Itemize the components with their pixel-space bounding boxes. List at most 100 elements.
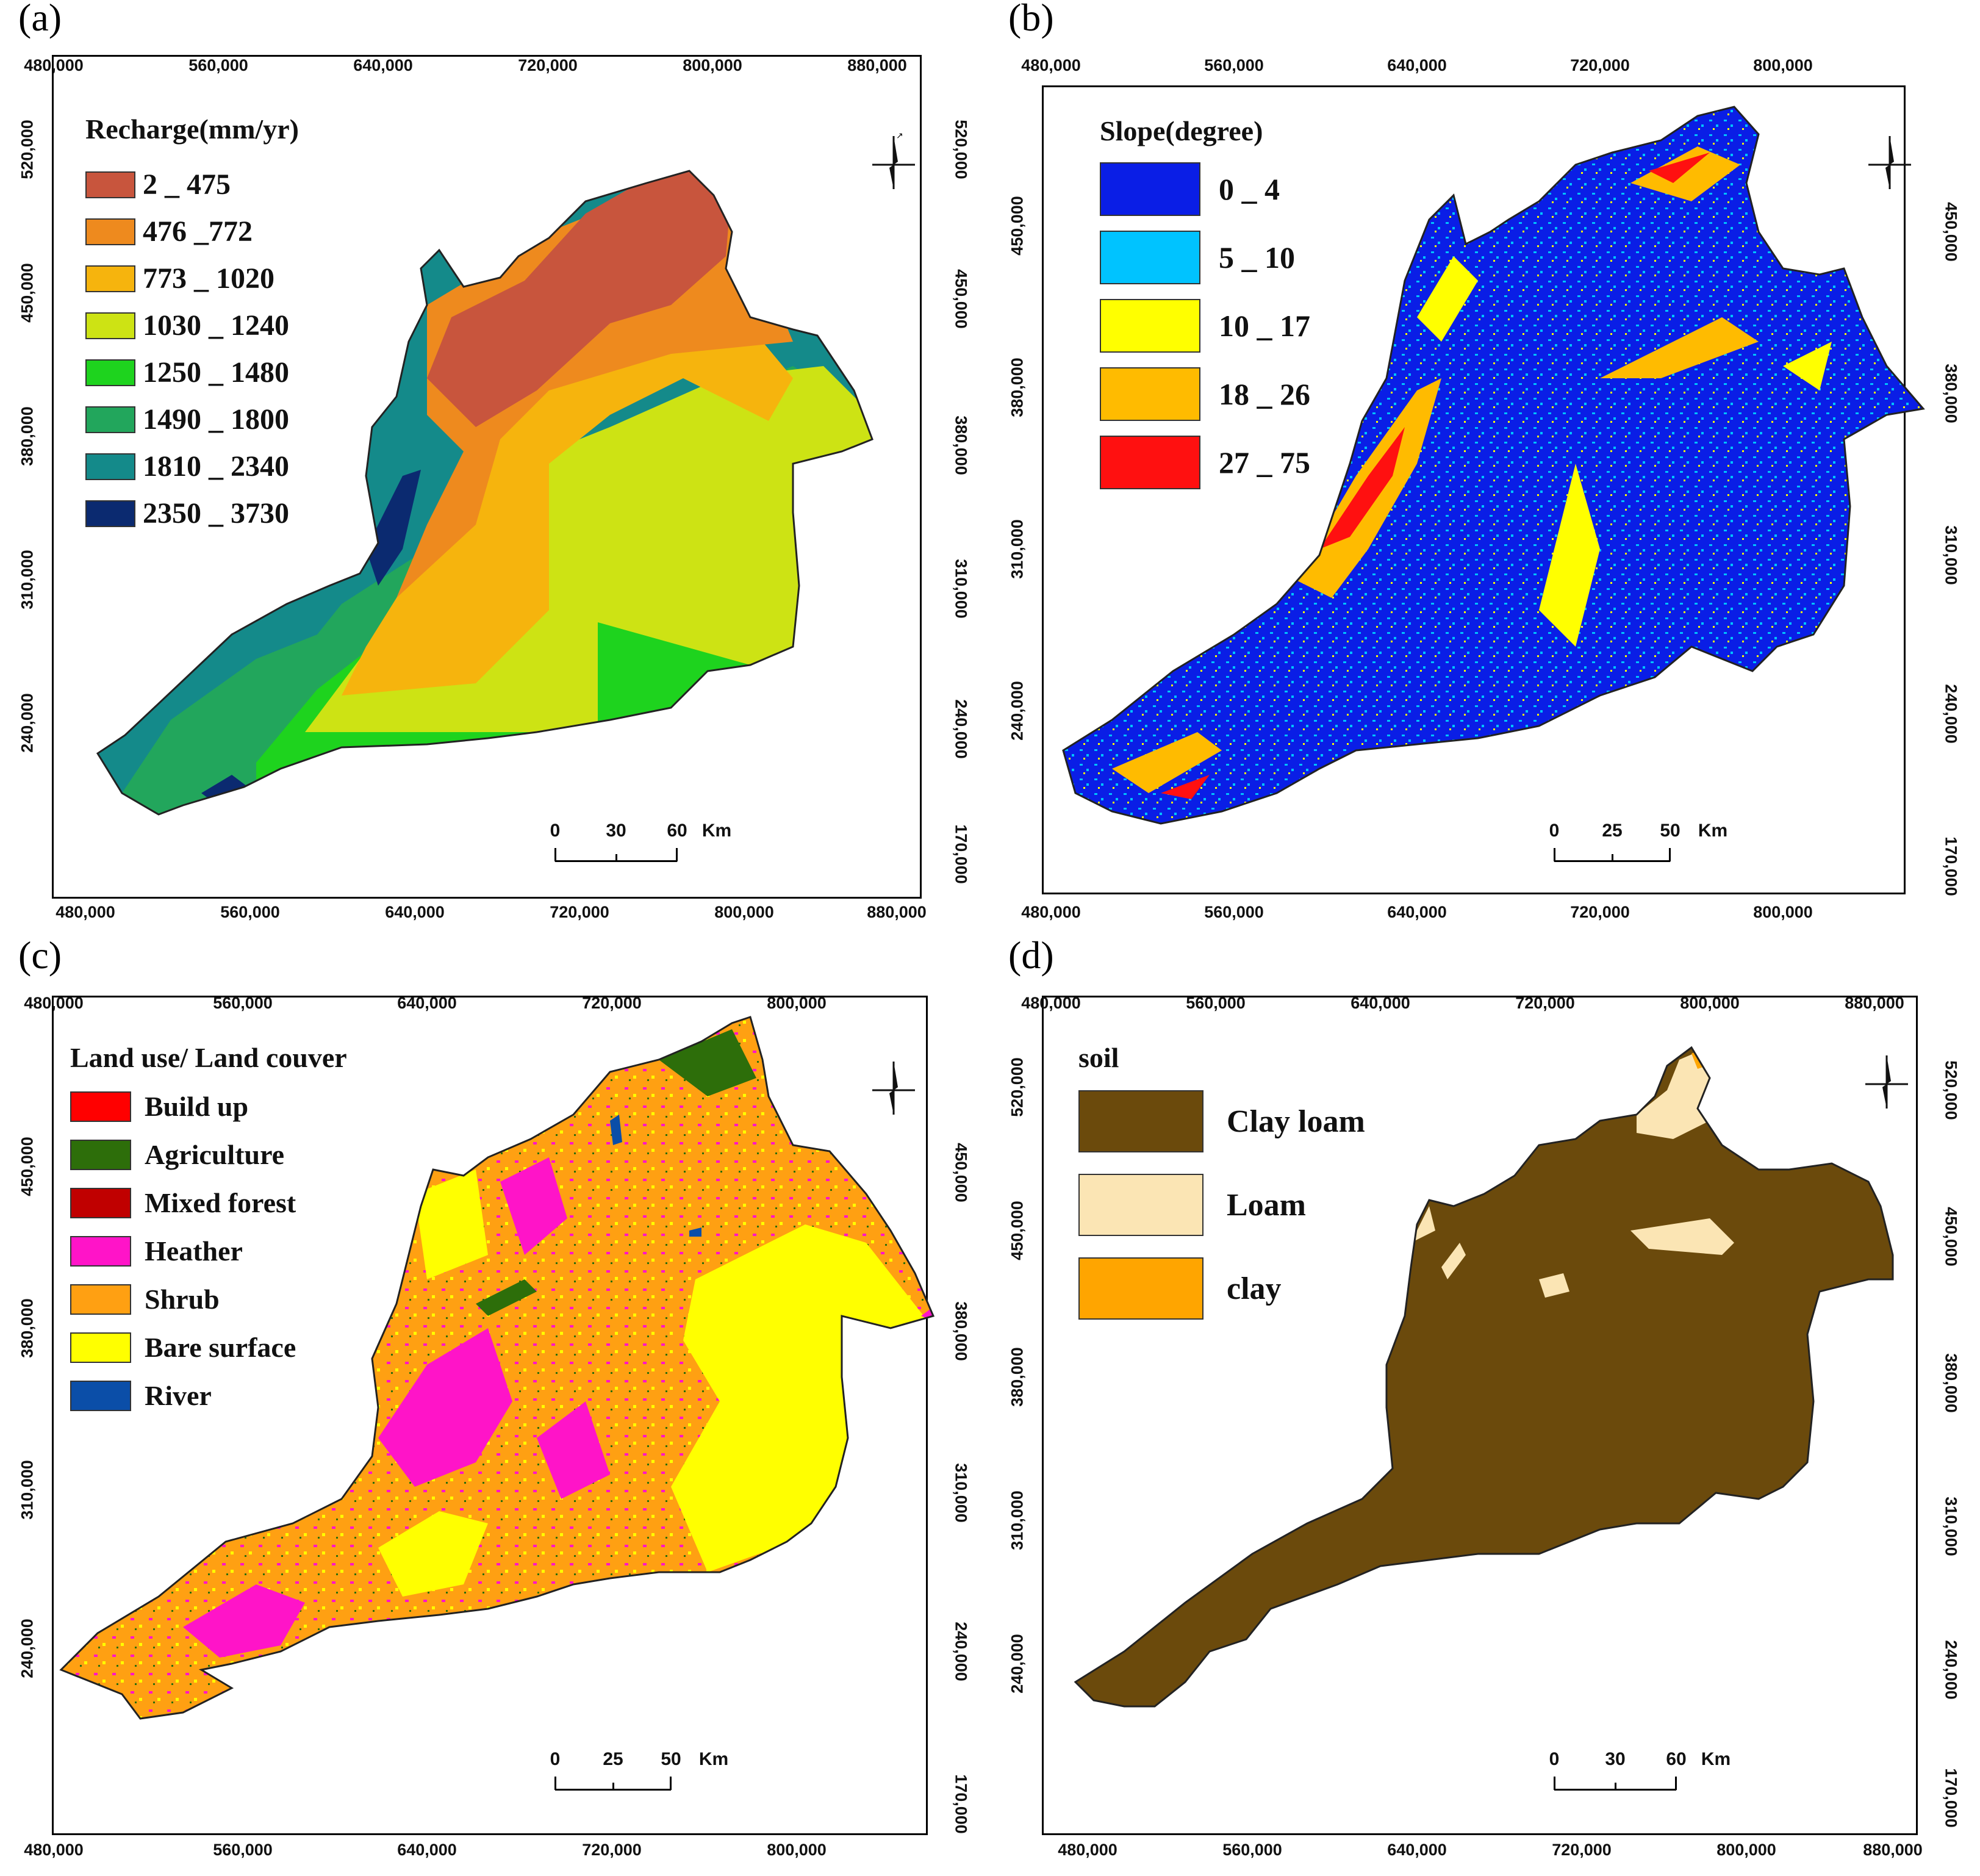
scale-label: 30 <box>606 821 626 841</box>
legend-swatch <box>1100 299 1200 353</box>
y-tick-right: 240,000 <box>1942 684 1960 744</box>
panel-d: (d) 480,000 560,000 640,000 720,000 800,… <box>990 933 1980 1875</box>
legend-item: 18 _ 26 <box>1100 367 1310 421</box>
scale-label: 25 <box>1602 821 1623 841</box>
recharge-zone-2-475 <box>427 171 732 427</box>
panel-b: (b) 480,000 560,000 640,000 720,000 800,… <box>990 0 1980 938</box>
legend-item: River <box>70 1379 212 1412</box>
watershed-boundary <box>1062 106 1925 825</box>
legend-title: Slope(degree) <box>1100 115 1263 146</box>
y-tick-right: 380,000 <box>1942 1353 1960 1413</box>
legend-label: 27 _ 75 <box>1219 445 1310 480</box>
watershed-boundary <box>1074 1046 1894 1708</box>
legend-label: 1810 _ 2340 <box>143 450 289 483</box>
x-tick-top: 560,000 <box>188 56 248 74</box>
x-tick-bottom: 800,000 <box>714 903 774 921</box>
soil-loam <box>1411 1048 1734 1298</box>
legend-item: Loam <box>1078 1174 1306 1236</box>
y-tick-right: 380,000 <box>952 1301 970 1361</box>
y-tick-right: 310,000 <box>952 1463 970 1523</box>
y-tick-right: 240,000 <box>1942 1640 1960 1700</box>
legend-swatch <box>70 1091 131 1122</box>
legend-label: 476 _772 <box>143 215 253 248</box>
legend-label: 0 _ 4 <box>1219 172 1280 206</box>
legend-label: Bare surface <box>145 1332 296 1363</box>
x-tick-top: 480,000 <box>1021 994 1081 1012</box>
scale-unit: Km <box>1698 821 1728 841</box>
legend-item: 773 _ 1020 <box>85 262 274 295</box>
y-tick-left: 310,000 <box>18 550 37 609</box>
legend-label: Heather <box>145 1235 243 1267</box>
legend-label: Shrub <box>145 1284 220 1315</box>
y-tick-left: 240,000 <box>1008 681 1027 741</box>
y-tick-right: 450,000 <box>1942 202 1960 262</box>
lulc-heather <box>183 1157 610 1658</box>
y-tick-left: 380,000 <box>1008 1347 1027 1407</box>
x-tick-top: 560,000 <box>213 994 273 1012</box>
x-tick-bottom: 640,000 <box>397 1841 457 1859</box>
legend-item: 1810 _ 2340 <box>85 450 289 483</box>
y-tick-left: 380,000 <box>18 406 37 466</box>
y-tick-right: 310,000 <box>1942 1497 1960 1556</box>
panel-a: (a) 480,000 560,000 640,000 720,000 800,… <box>0 0 990 938</box>
panel-label: (b) <box>1008 0 1054 39</box>
legend-item: 2 _ 475 <box>85 168 231 201</box>
legend-swatch <box>85 171 135 198</box>
legend-item: Bare surface <box>70 1331 296 1364</box>
y-tick-left: 310,000 <box>1008 1490 1027 1550</box>
x-tick-bottom: 720,000 <box>1570 903 1630 921</box>
x-tick-top: 640,000 <box>1387 56 1447 74</box>
legend-swatch <box>70 1139 131 1170</box>
y-tick-left: 450,000 <box>18 263 37 323</box>
y-tick-left: 240,000 <box>18 1619 37 1678</box>
scale-label: 50 <box>1660 821 1680 841</box>
scale-bar: 0 30 60 Km <box>550 821 731 869</box>
x-tick-top: 720,000 <box>1570 56 1630 74</box>
legend-swatch <box>70 1187 131 1218</box>
y-tick-left: 380,000 <box>18 1298 37 1358</box>
legend-swatch <box>85 406 135 433</box>
legend-item: 2350 _ 3730 <box>85 497 289 530</box>
x-tick-top: 480,000 <box>24 56 84 74</box>
panel-label: (a) <box>18 0 62 39</box>
legend-title: Recharge(mm/yr) <box>85 113 299 145</box>
y-tick-left: 240,000 <box>1008 1634 1027 1694</box>
scale-bar: 0 30 60 Km <box>1549 1749 1731 1798</box>
legend-swatch <box>70 1284 131 1315</box>
x-tick-bottom: 800,000 <box>1716 1841 1776 1859</box>
legend-swatch <box>85 265 135 292</box>
scale-label: 0 <box>550 821 561 841</box>
x-tick-top: 720,000 <box>518 56 578 74</box>
x-tick-top: 720,000 <box>582 994 642 1012</box>
legend-item: Shrub <box>70 1283 220 1315</box>
scale-bar: 0 25 50 Km <box>550 1749 728 1798</box>
legend-label: 1250 _ 1480 <box>143 356 289 389</box>
legend: Recharge(mm/yr) 2 _ 475 476 _772 773 _ 1… <box>85 113 299 530</box>
slope-class-10-17 <box>1417 256 1832 647</box>
legend-label: 18 _ 26 <box>1219 377 1310 411</box>
watershed-boundary <box>59 1016 935 1720</box>
svg-text:↗: ↗ <box>896 131 903 140</box>
y-tick-right: 520,000 <box>952 120 970 179</box>
legend: Land use/ Land couver Build up Agricultu… <box>70 1041 347 1411</box>
legend-item: Mixed forest <box>70 1187 296 1219</box>
legend-swatch <box>70 1332 131 1363</box>
x-tick-top: 800,000 <box>683 56 742 74</box>
scale-unit: Km <box>698 1749 729 1769</box>
legend-label: 1490 _ 1800 <box>143 403 289 436</box>
legend-label: 2 _ 475 <box>143 168 231 201</box>
x-tick-bottom: 640,000 <box>1387 903 1447 921</box>
x-tick-bottom: 560,000 <box>1204 903 1264 921</box>
legend-swatch <box>85 218 135 245</box>
legend-item: 476 _772 <box>85 215 253 248</box>
x-tick-bottom: 640,000 <box>385 903 445 921</box>
legend-item: 10 _ 17 <box>1100 299 1310 353</box>
legend-item: Build up <box>70 1090 248 1123</box>
x-tick-bottom: 640,000 <box>1387 1841 1447 1859</box>
legend-item: Heather <box>70 1235 243 1267</box>
legend-swatch <box>1078 1174 1203 1236</box>
map-canvas <box>59 1016 935 1720</box>
lulc-bare-surface <box>378 1170 933 1597</box>
x-tick-top: 880,000 <box>1845 994 1904 1012</box>
scale-label: 60 <box>1666 1749 1687 1769</box>
